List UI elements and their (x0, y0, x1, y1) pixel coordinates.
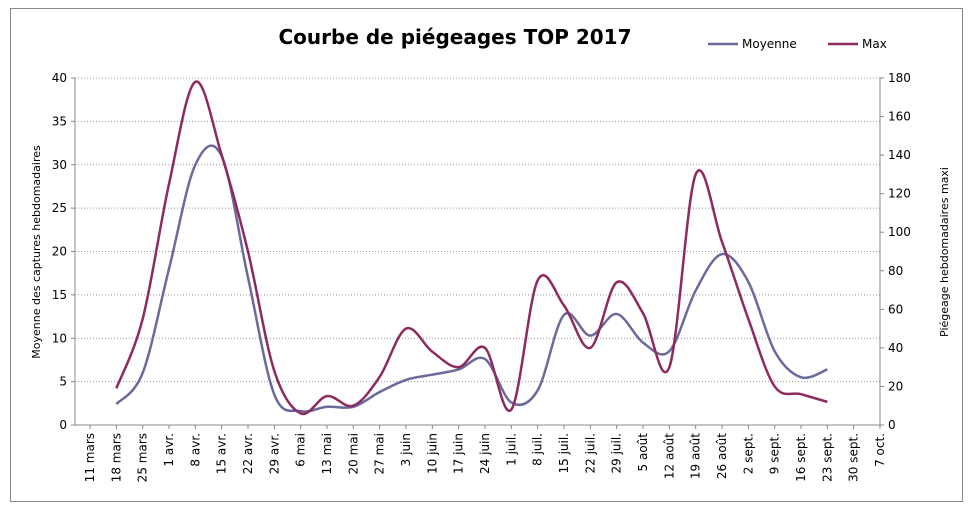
x-tick-label: 20 mai (346, 433, 360, 474)
x-tick-label: 24 juin (478, 433, 492, 474)
x-tick-label: 30 sept. (847, 433, 861, 482)
x-tick-label: 19 août (689, 433, 703, 479)
x-tick-label: 26 août (715, 433, 729, 479)
x-tick-label: 5 août (636, 433, 650, 472)
x-tick-label: 7 oct. (873, 433, 887, 467)
y-tick-label: 40 (52, 71, 67, 85)
x-tick-label: 25 mars (136, 433, 150, 482)
legend-label: Max (862, 37, 887, 51)
x-tick-label: 27 mai (373, 433, 387, 474)
y-tick-label: 30 (52, 158, 67, 172)
y-tick-label: 35 (52, 114, 67, 128)
y-tick-label: 10 (52, 331, 67, 345)
x-tick-label: 22 avr. (241, 433, 255, 474)
y-tick-label: 25 (52, 201, 67, 215)
legend-label: Moyenne (742, 37, 797, 51)
y2-tick-label: 140 (888, 148, 911, 162)
x-tick-label: 3 juin (399, 433, 413, 466)
x-tick-label: 6 mai (294, 433, 308, 467)
y2-tick-label: 180 (888, 71, 911, 85)
x-tick-label: 13 mai (320, 433, 334, 474)
x-tick-label: 10 juin (425, 433, 439, 474)
y2-tick-label: 0 (888, 418, 896, 432)
x-tick-label: 9 sept. (768, 433, 782, 474)
x-tick-label: 23 sept. (820, 433, 834, 482)
x-tick-label: 2 sept. (741, 433, 755, 474)
y-tick-label: 20 (52, 245, 67, 259)
x-tick-label: 15 juil. (557, 433, 571, 474)
y-axis-label: Moyenne des captures hebdomadaires (30, 145, 43, 359)
x-tick-label: 22 juil. (583, 433, 597, 474)
y2-tick-label: 40 (888, 341, 903, 355)
y-tick-label: 15 (52, 288, 67, 302)
x-tick-label: 29 avr. (267, 433, 281, 474)
x-tick-label: 18 mars (109, 433, 123, 482)
chart-title: Courbe de piégeages TOP 2017 (279, 25, 632, 49)
y2-tick-label: 120 (888, 187, 911, 201)
x-tick-label: 16 sept. (794, 433, 808, 482)
chart-border (10, 8, 963, 502)
x-tick-label: 15 avr. (215, 433, 229, 474)
y2-tick-label: 60 (888, 302, 903, 316)
y2-tick-label: 160 (888, 110, 911, 124)
y2-tick-label: 20 (888, 379, 903, 393)
x-tick-label: 1 juil. (504, 433, 518, 466)
y2-tick-label: 100 (888, 225, 911, 239)
y-tick-label: 0 (59, 418, 67, 432)
y-tick-label: 5 (59, 375, 67, 389)
x-tick-label: 17 juin (452, 433, 466, 474)
x-tick-label: 8 juil. (531, 433, 545, 466)
x-tick-label: 12 août (662, 433, 676, 479)
series-line (115, 80, 828, 416)
x-tick-label: 8 avr. (188, 433, 202, 467)
x-tick-label: 11 mars (83, 433, 97, 482)
y2-tick-label: 80 (888, 264, 903, 278)
y2-axis-label: Piégeage hebdomadaires maxi (938, 167, 951, 337)
x-tick-label: 29 juil. (610, 433, 624, 474)
x-tick-label: 1 avr. (162, 433, 176, 467)
